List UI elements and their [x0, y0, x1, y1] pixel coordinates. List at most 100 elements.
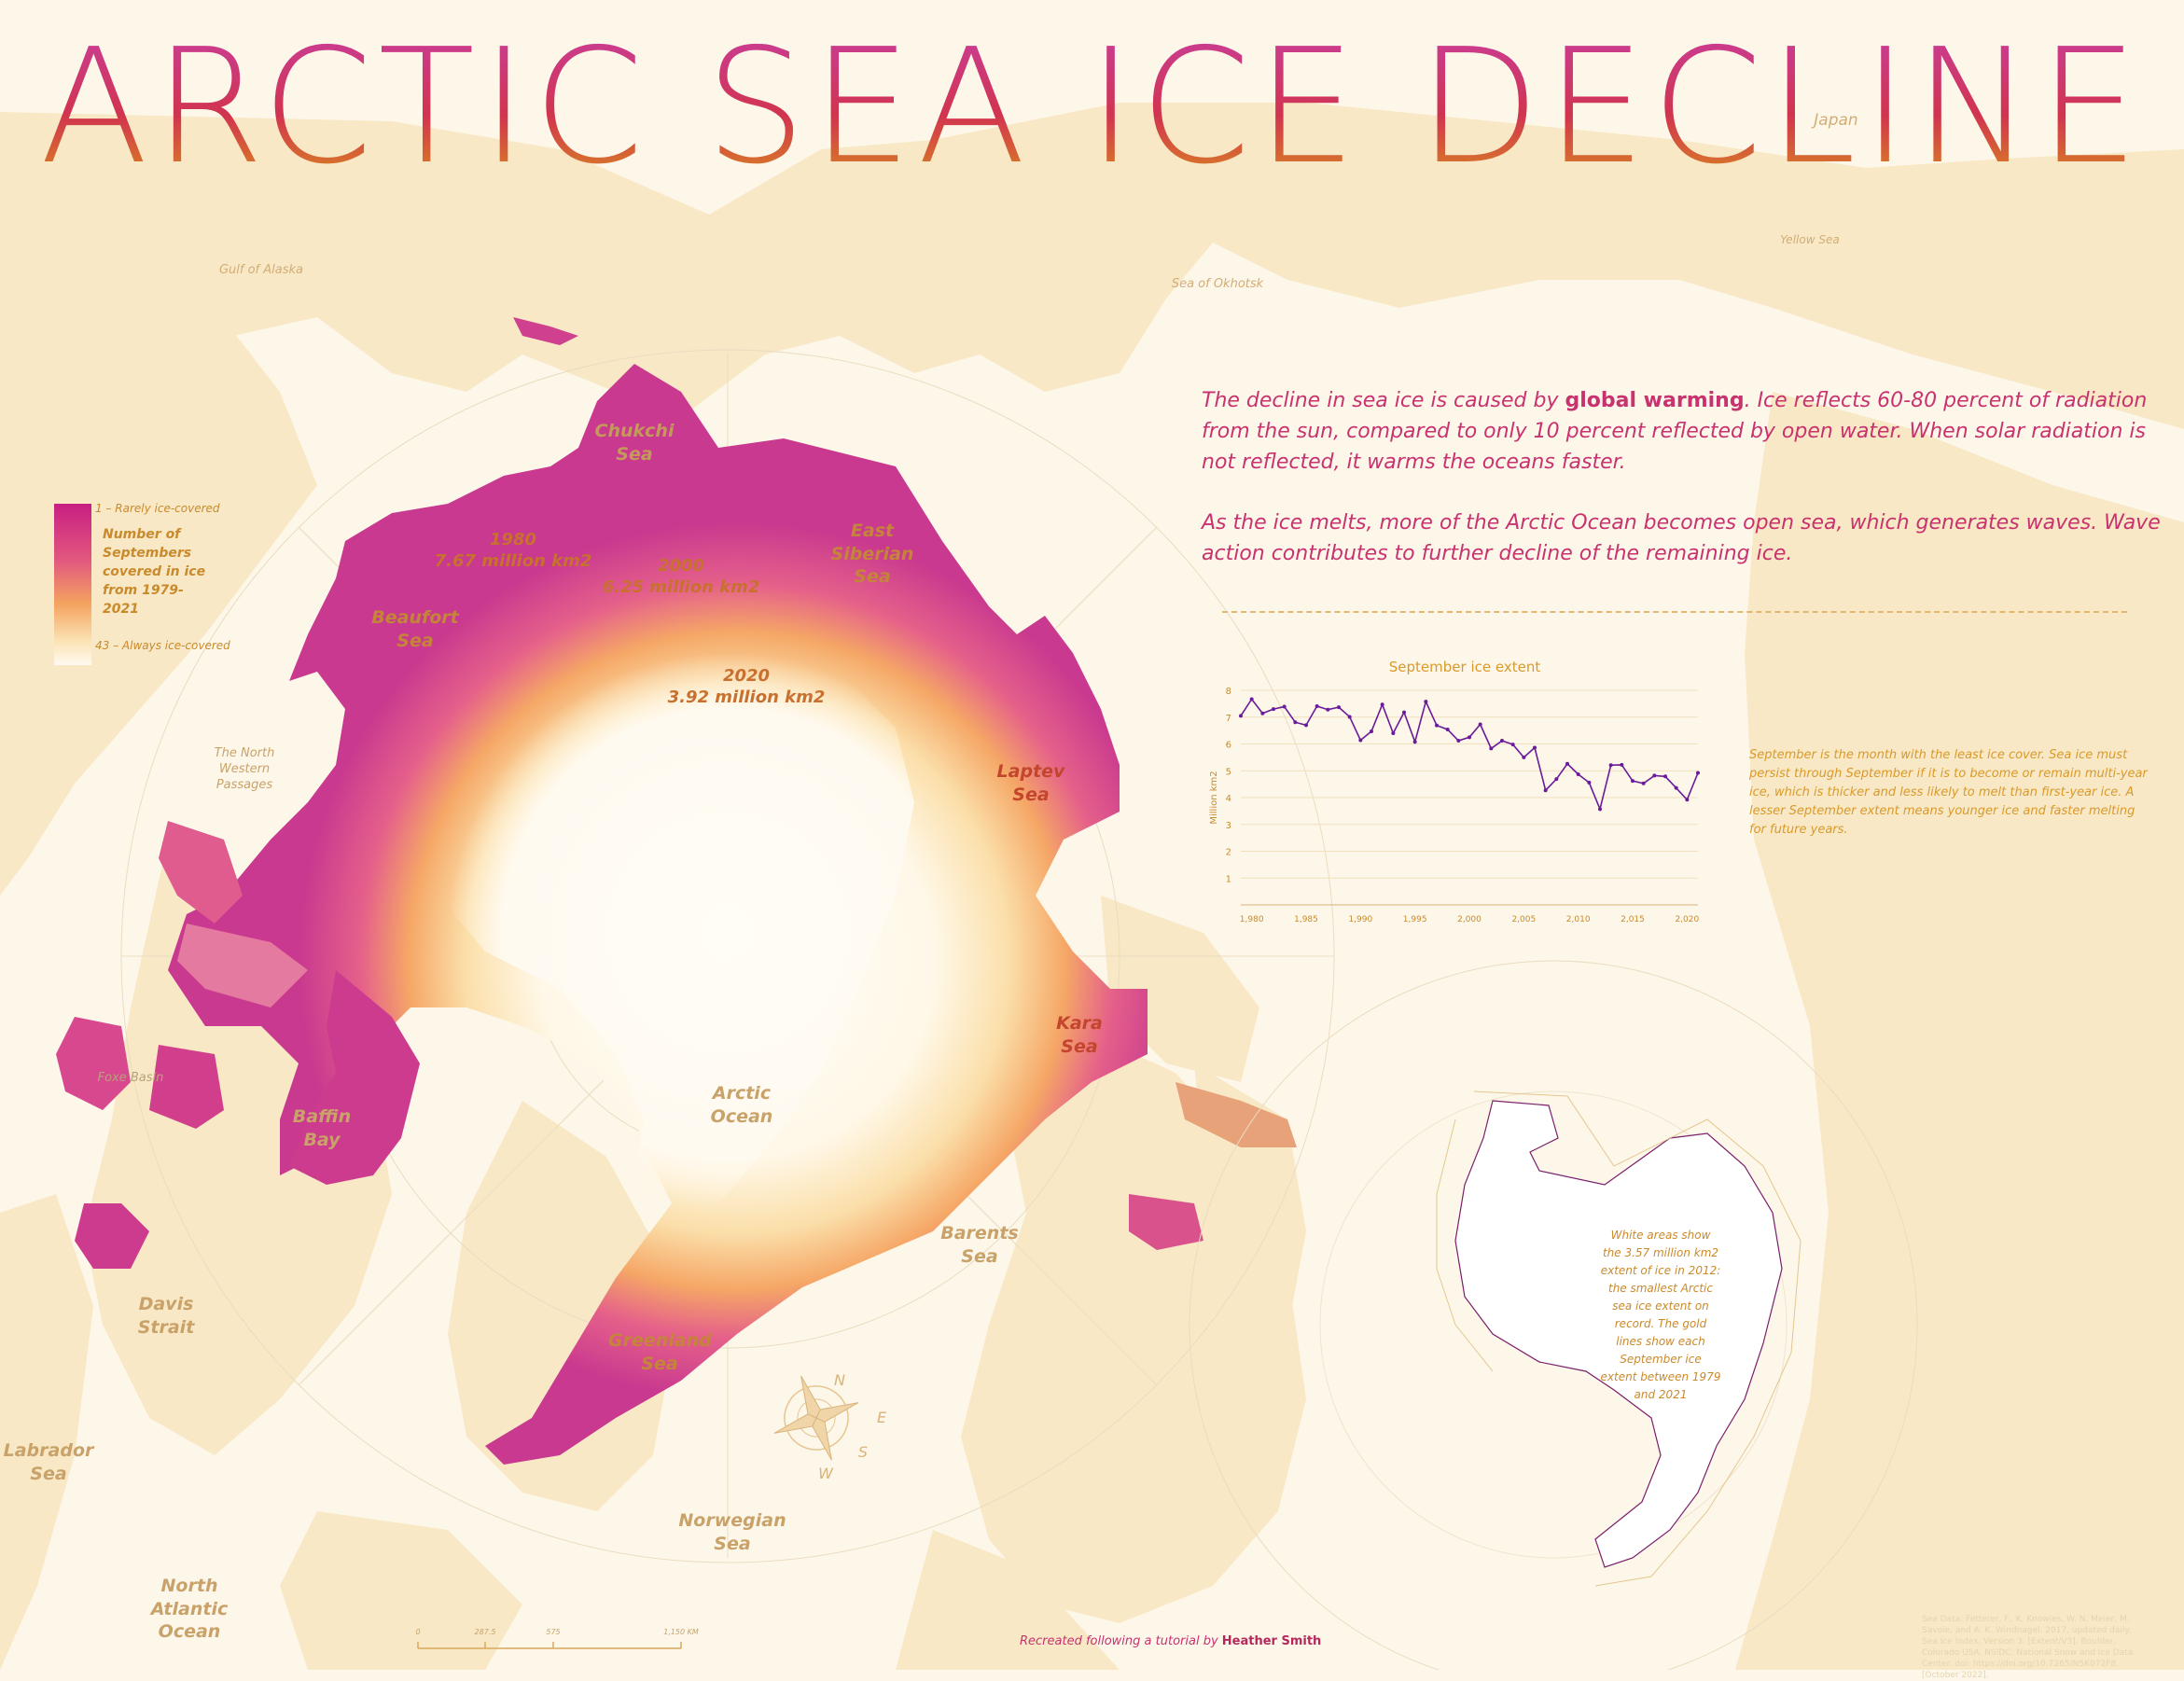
- sea-label: Foxe Basin: [97, 1071, 164, 1085]
- chart-title: September ice extent: [1388, 659, 1541, 675]
- data-point: [1282, 704, 1287, 709]
- credit-line: Recreated following a tutorial by Heathe…: [1020, 1634, 1322, 1648]
- data-point: [1631, 779, 1635, 784]
- data-point: [1315, 703, 1319, 708]
- sea-label: Laptev Sea: [996, 761, 1065, 805]
- data-point: [1522, 755, 1526, 759]
- sea-label: North Atlantic Ocean: [150, 1576, 229, 1643]
- scale-tick-label: 0: [415, 1628, 421, 1636]
- sea-label: Beaufort Sea: [371, 607, 459, 651]
- x-tick-label: 2,020: [1675, 915, 1699, 924]
- sea-label: Kara Sea: [1056, 1013, 1103, 1057]
- y-axis-label: Million km2: [1209, 771, 1219, 824]
- y-tick-label: 5: [1226, 767, 1231, 777]
- scale-tick-label: 1,150 KM: [663, 1628, 699, 1636]
- y-tick-label: 1: [1226, 874, 1231, 884]
- compass-label: N: [834, 1371, 845, 1389]
- ice-extent-chart: 1 2 3 4 5 6 7 8 1,980 1,985 1,990 1,995 2,000 2,005 2,…: [1209, 687, 1700, 924]
- data-point: [1620, 762, 1624, 767]
- region-label: Japan: [1814, 111, 1858, 130]
- data-point: [1608, 763, 1613, 768]
- data-point: [1543, 788, 1548, 793]
- intro-emphasis: global warming: [1565, 389, 1745, 412]
- data-point: [1337, 705, 1341, 710]
- ice-extent-label: 2000 6.25 million km2: [602, 556, 760, 598]
- intro-paragraph-2: As the ice melts, more of the Arctic Oce…: [1202, 511, 2161, 565]
- region-label: Yellow Sea: [1780, 233, 1840, 246]
- legend-min-label: 1 – Rarely ice-covered: [95, 502, 220, 515]
- x-tick-label: 1,980: [1240, 915, 1264, 924]
- y-tick-label: 3: [1226, 821, 1231, 831]
- sea-label: The North Western Passages: [214, 746, 275, 792]
- data-point: [1391, 731, 1396, 735]
- sea-ice-core: [420, 644, 914, 1250]
- sea-label: Arctic Ocean: [710, 1083, 773, 1127]
- data-point: [1304, 723, 1308, 728]
- data-point: [1249, 697, 1254, 702]
- data-point: [1587, 780, 1592, 785]
- data-point: [1435, 723, 1439, 728]
- y-tick-label: 2: [1226, 848, 1231, 858]
- compass-label: E: [876, 1409, 887, 1426]
- chart-note: September is the month with the least ic…: [1749, 748, 2148, 837]
- land-masses: [0, 103, 2184, 1670]
- compass-rose: [773, 1375, 859, 1461]
- intro-paragraph-1: The decline in sea ice is caused by glob…: [1202, 389, 2148, 474]
- data-point: [1412, 740, 1417, 744]
- data-point: [1576, 771, 1580, 776]
- scale-bar: [417, 1642, 682, 1649]
- scale-tick-label: 575: [546, 1628, 561, 1636]
- y-tick-label: 7: [1226, 714, 1231, 724]
- sea-label: Labrador Sea: [3, 1440, 94, 1484]
- data-point: [1554, 777, 1559, 782]
- x-tick-label: 1,990: [1348, 915, 1372, 924]
- sea-label: Chukchi Sea: [594, 421, 675, 465]
- data-point: [1347, 715, 1352, 719]
- data-point: [1478, 722, 1482, 727]
- data-point: [1445, 727, 1450, 731]
- sea-label: Baffin Bay: [292, 1106, 352, 1150]
- y-tick-label: 6: [1226, 741, 1231, 751]
- data-point: [1533, 745, 1537, 750]
- data-point: [1663, 774, 1667, 779]
- data-point: [1326, 707, 1330, 712]
- data-point: [1272, 707, 1275, 712]
- data-point: [1641, 781, 1646, 785]
- data-point: [1510, 743, 1515, 747]
- compass-label: S: [857, 1443, 869, 1461]
- data-point: [1239, 714, 1243, 718]
- data-point: [1468, 735, 1471, 740]
- sea-label: Barents Sea: [940, 1223, 1019, 1267]
- scale-tick-label: 287.5: [474, 1628, 496, 1636]
- data-point: [1674, 785, 1678, 790]
- data-point: [1652, 773, 1657, 778]
- data-point: [1565, 761, 1569, 766]
- data-point: [1370, 729, 1373, 733]
- sea-label: Greenland Sea: [608, 1330, 712, 1374]
- sea-label: Norwegian Sea: [678, 1510, 786, 1554]
- section-divider: [1222, 611, 2127, 613]
- compass-label: W: [818, 1465, 833, 1482]
- sea-label: Davis Strait: [137, 1294, 195, 1338]
- ice-extent-label: 2020 3.92 million km2: [667, 666, 826, 708]
- legend-max-label: 43 – Always ice-covered: [95, 639, 230, 652]
- sea-ice-field: [56, 317, 1297, 1465]
- sea-label: East Siberian Sea: [830, 521, 914, 588]
- data-point: [1358, 738, 1363, 743]
- credit-author: Heather Smith: [1221, 1634, 1322, 1648]
- x-tick-label: 2,005: [1511, 915, 1536, 924]
- x-tick-label: 1,985: [1294, 915, 1318, 924]
- inset-2012-map: [1189, 960, 1918, 1670]
- data-point: [1598, 807, 1602, 812]
- data-point: [1380, 702, 1384, 707]
- data-point: [1293, 720, 1298, 725]
- data-point: [1489, 746, 1494, 751]
- data-point: [1424, 700, 1428, 704]
- y-tick-label: 8: [1226, 687, 1231, 697]
- y-tick-label: 4: [1226, 794, 1231, 804]
- data-point: [1500, 739, 1504, 743]
- data-point: [1402, 710, 1406, 715]
- source-note: Sea Data: Fetterer, F., K. Knowles, W. N…: [1922, 1615, 2134, 1680]
- legend-title: Number of Septembers covered in ice from…: [103, 527, 206, 617]
